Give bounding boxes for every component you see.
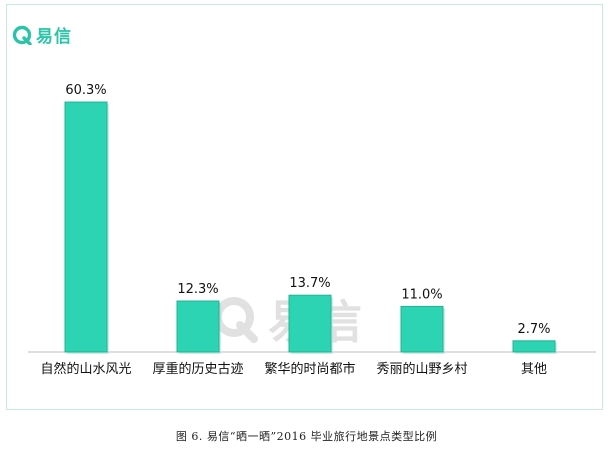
- category-label: 其他: [521, 362, 547, 377]
- brand-logo-icon: [12, 25, 32, 45]
- bar-value-label: 60.3%: [65, 83, 106, 98]
- brand-name: 易信: [36, 27, 72, 47]
- bar-chart: 60.3% 自然的山水风光 12.3% 厚重的历史古迹 13.7% 繁华的时尚都市 11.0…: [28, 83, 596, 377]
- bar-value-label: 12.3%: [177, 282, 218, 297]
- bar: [400, 305, 444, 353]
- bar: [64, 101, 108, 353]
- bar-value-label: 13.7%: [289, 276, 330, 291]
- brand-logo: 易信: [12, 22, 72, 47]
- bar: [176, 300, 220, 353]
- bar-value-label: 2.7%: [517, 322, 550, 337]
- category-label: 繁华的时尚都市: [264, 361, 355, 377]
- bar-value-label: 11.0%: [401, 287, 442, 302]
- category-label: 秀丽的山野乡村: [376, 361, 467, 377]
- category-label: 厚重的历史古迹: [152, 361, 243, 377]
- bar: [288, 294, 332, 353]
- category-label: 自然的山水风光: [40, 361, 131, 377]
- bar: [512, 340, 556, 353]
- figure-caption: 图 6. 易信“晒一晒”2016 毕业旅行地景点类型比例: [175, 430, 438, 443]
